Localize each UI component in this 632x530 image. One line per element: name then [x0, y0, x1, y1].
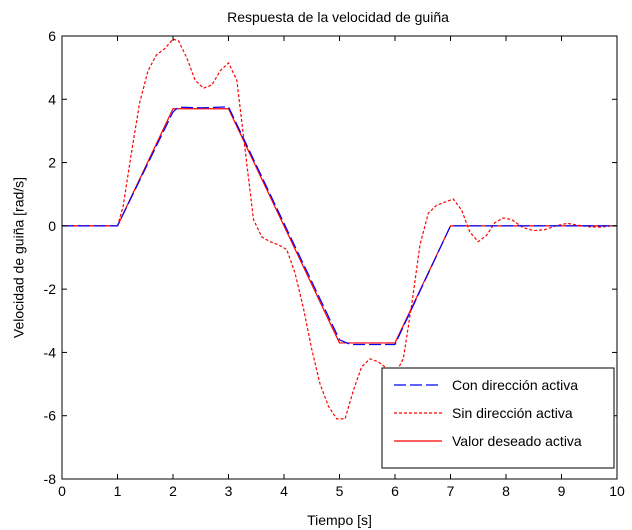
chart-title: Respuesta de la velocidad de guiña [227, 9, 449, 25]
y-tick-label: 6 [48, 28, 56, 44]
y-tick-label: -6 [44, 408, 57, 424]
x-tick-label: 7 [447, 483, 455, 499]
y-tick-label: 2 [48, 155, 56, 171]
x-axis-label: Tiempo [s] [307, 512, 372, 528]
x-tick-label: 0 [58, 483, 66, 499]
plot-content [62, 38, 617, 420]
series-line-con-direccion-activa [62, 106, 617, 346]
legend-label-con-direccion-activa: Con dirección activa [452, 377, 578, 393]
x-tick-label: 2 [169, 483, 177, 499]
x-tick-label: 5 [336, 483, 344, 499]
series-line-sin-direccion-activa [62, 38, 617, 420]
legend-label-valor-deseado-activa: Valor deseado activa [452, 433, 582, 449]
x-tick-label: 3 [225, 483, 233, 499]
y-tick-label: -8 [44, 471, 57, 487]
x-tick-label: 4 [280, 483, 288, 499]
y-axis-label: Velocidad de guiña [rad/s] [11, 177, 27, 338]
x-tick-label: 1 [114, 483, 122, 499]
y-tick-label: -4 [44, 344, 57, 360]
x-tick-label: 10 [609, 483, 625, 499]
y-tick-label: 4 [48, 91, 56, 107]
legend: Con dirección activa Sin dirección activa… [381, 367, 615, 469]
x-tick-label: 9 [558, 483, 566, 499]
x-tick-label: 6 [391, 483, 399, 499]
y-tick-label: -2 [44, 281, 57, 297]
x-tick-label: 8 [502, 483, 510, 499]
y-tick-label: 0 [48, 218, 56, 234]
axis-ticks: 0 1 2 3 4 5 6 7 8 9 10 -8 -6 -4 -2 0 2 4 6 [44, 28, 625, 499]
legend-label-sin-direccion-activa: Sin dirección activa [452, 405, 573, 421]
